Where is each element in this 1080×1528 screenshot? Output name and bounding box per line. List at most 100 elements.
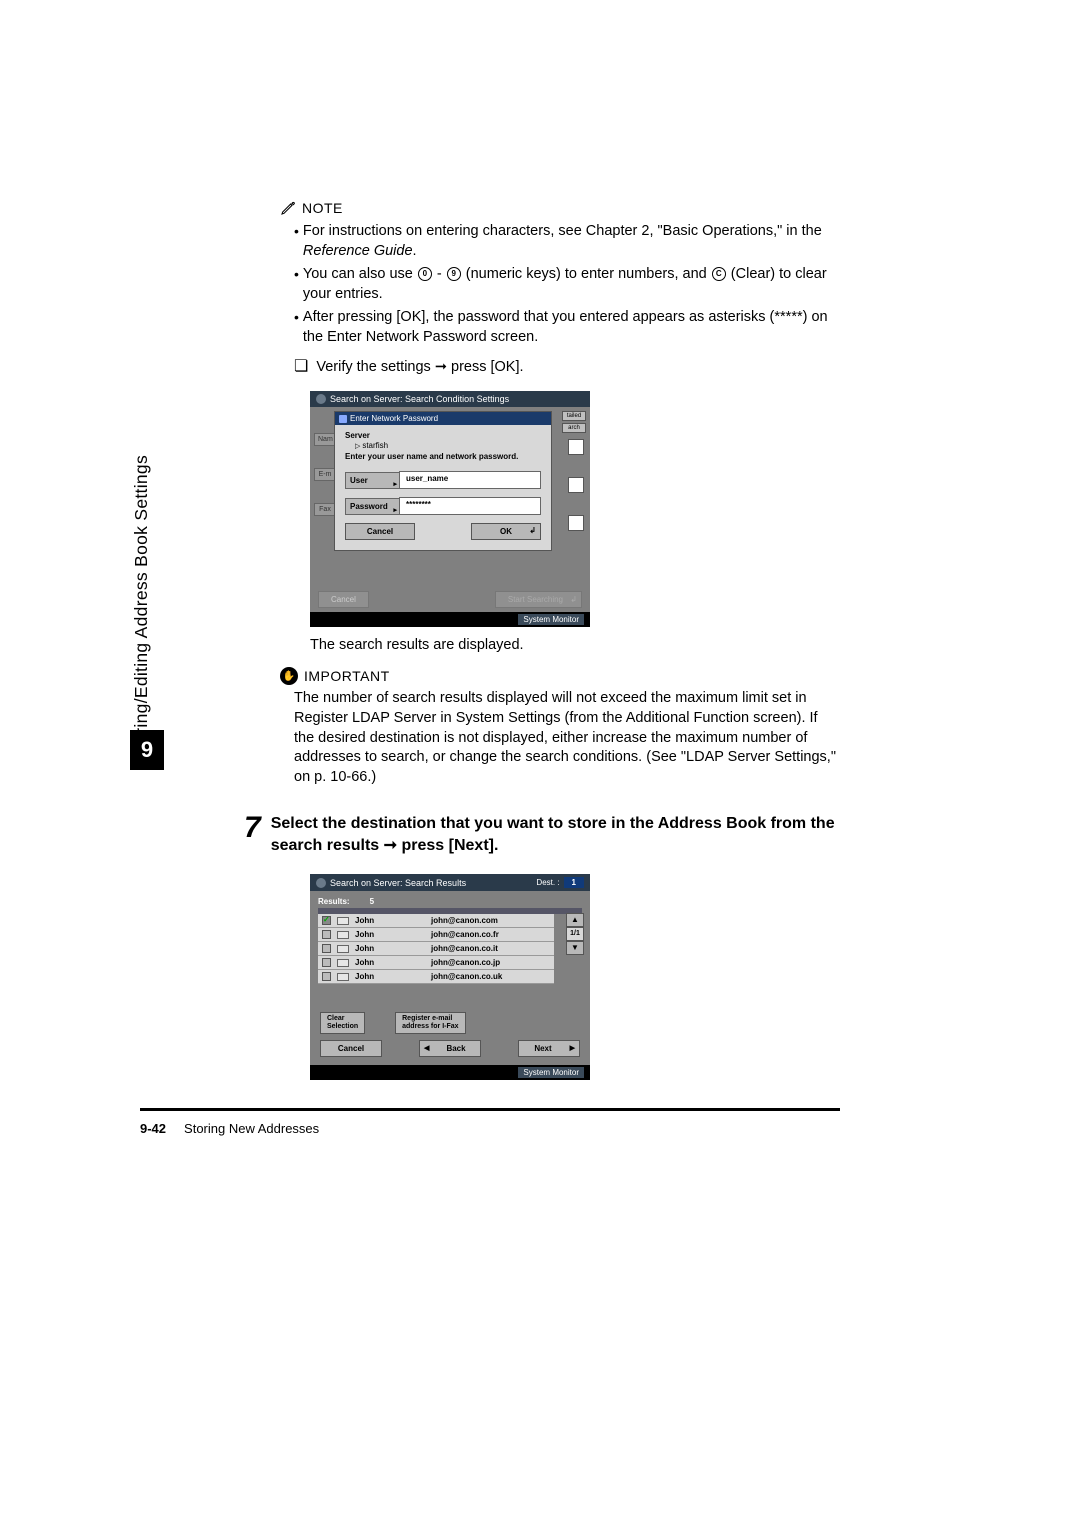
scroll-up-button[interactable]: ▲: [566, 913, 584, 927]
dialog-title-text: Enter Network Password: [350, 414, 438, 423]
important-label: IMPORTANT: [304, 668, 390, 684]
dialog-titlebar: Enter Network Password: [335, 412, 551, 425]
page-footer: 9-42 Storing New Addresses: [140, 1121, 840, 1136]
note-item: • You can also use 0 - 9 (numeric keys) …: [294, 265, 840, 304]
ss1-body: Nam E-m Fax tailed arch Enter Network Pa…: [310, 407, 590, 587]
next-button[interactable]: Next: [518, 1040, 580, 1057]
verify-text: Verify the settings ➞ press [OK].: [316, 359, 523, 375]
ss1-title: Search on Server: Search Condition Setti…: [330, 394, 509, 404]
row-checkbox[interactable]: [322, 930, 331, 939]
screenshot-search-results: Search on Server: Search Results Dest. :…: [310, 874, 590, 1079]
note-item: • After pressing [OK], the password that…: [294, 308, 840, 347]
row-checkbox[interactable]: [322, 972, 331, 981]
bullet: •: [294, 308, 299, 327]
row-name: John: [355, 930, 425, 939]
send-icon: [316, 878, 326, 888]
caption-1: The search results are displayed.: [310, 637, 840, 653]
system-monitor-bar: System Monitor: [310, 612, 590, 627]
register-ifax-button[interactable]: Register e-mail address for I-Fax: [395, 1012, 465, 1033]
ok-button[interactable]: OK: [471, 523, 541, 540]
password-dialog: Enter Network Password Server starfish E…: [334, 411, 552, 551]
row-checkbox[interactable]: [322, 916, 331, 925]
ss1-side-labels: Nam E-m Fax: [314, 433, 336, 538]
ss1-side-right: tailed arch: [562, 411, 586, 435]
result-row[interactable]: John john@canon.com: [318, 914, 554, 928]
result-row[interactable]: John john@canon.co.jp: [318, 956, 554, 970]
ss2-titlebar: Search on Server: Search Results Dest. :…: [310, 874, 590, 891]
bullet: •: [294, 222, 299, 241]
pencil-icon: [280, 200, 296, 216]
dest-label: Dest. :: [536, 878, 559, 887]
envelope-icon: [337, 917, 349, 925]
password-field-row: Password ********: [345, 497, 541, 515]
ss2-body: Results: 5 Johnjohn@canon.comJohnjohn@ca…: [310, 891, 590, 1064]
main-content: NOTE • For instructions on entering char…: [280, 200, 840, 1136]
dialog-body: Server starfish Enter your user name and…: [335, 425, 551, 550]
note-text: For instructions on entering characters,…: [303, 222, 840, 261]
key-0-icon: 0: [418, 267, 432, 281]
envelope-icon: [337, 945, 349, 953]
row-email: john@canon.com: [431, 916, 550, 925]
row-checkbox[interactable]: [322, 958, 331, 967]
bottom-cancel-button[interactable]: Cancel: [318, 591, 369, 608]
row-name: John: [355, 916, 425, 925]
password-label-button[interactable]: Password: [345, 498, 399, 515]
envelope-icon: [337, 931, 349, 939]
side-label: Fax: [314, 503, 336, 516]
clear-selection-button[interactable]: Clear Selection: [320, 1012, 365, 1033]
side-label: E-m: [314, 468, 336, 481]
verify-step: ❏ Verify the settings ➞ press [OK].: [294, 359, 840, 375]
results-list: Johnjohn@canon.comJohnjohn@canon.co.frJo…: [318, 914, 554, 984]
row-email: john@canon.co.it: [431, 944, 550, 953]
start-searching-button[interactable]: Start Searching: [495, 591, 582, 608]
user-field-row: User user_name: [345, 471, 541, 489]
checkbox-icon: ❏: [294, 359, 308, 375]
ss2-title: Search on Server: Search Results: [330, 878, 466, 888]
password-input[interactable]: ********: [399, 497, 541, 515]
hand-icon: ✋: [280, 667, 298, 685]
cancel-button[interactable]: Cancel: [320, 1040, 382, 1057]
system-monitor-bar: System Monitor: [310, 1065, 590, 1080]
result-row[interactable]: John john@canon.co.uk: [318, 970, 554, 984]
step-text: Select the destination that you want to …: [271, 813, 840, 856]
dialog-buttons: Cancel OK: [345, 523, 541, 540]
row-name: John: [355, 972, 425, 981]
note-item: • For instructions on entering character…: [294, 222, 840, 261]
note-list: • For instructions on entering character…: [294, 222, 840, 347]
key-c-icon: C: [712, 267, 726, 281]
results-label: Results:: [318, 897, 350, 906]
result-row[interactable]: Johnjohn@canon.co.it: [318, 942, 554, 956]
scroll-down-button[interactable]: ▼: [566, 941, 584, 955]
send-icon: [316, 394, 326, 404]
row-name: John: [355, 958, 425, 967]
back-button[interactable]: Back: [419, 1040, 481, 1057]
user-label-button[interactable]: User: [345, 472, 399, 489]
important-body: The number of search results displayed w…: [294, 689, 840, 787]
envelope-icon: [337, 959, 349, 967]
chapter-badge: 9: [130, 730, 164, 770]
system-monitor-button[interactable]: System Monitor: [518, 1067, 584, 1078]
side-check: [568, 439, 584, 455]
row-email: john@canon.co.uk: [431, 972, 550, 981]
user-input[interactable]: user_name: [399, 471, 541, 489]
side-check: [568, 515, 584, 531]
row-email: john@canon.co.fr: [431, 930, 550, 939]
dialog-icon: [339, 415, 347, 423]
note-text: After pressing [OK], the password that y…: [303, 308, 840, 347]
step-number: 7: [244, 813, 261, 843]
nav-row: Cancel Back Next: [318, 1040, 582, 1061]
note-header: NOTE: [280, 200, 840, 216]
result-row[interactable]: John john@canon.co.fr: [318, 928, 554, 942]
server-name: starfish: [355, 441, 541, 450]
row-checkbox[interactable]: [322, 944, 331, 953]
page-indicator: 1/1: [566, 927, 584, 941]
screenshot-enter-password: Search on Server: Search Condition Setti…: [310, 391, 590, 627]
page-number: 9-42: [140, 1121, 166, 1136]
cancel-button[interactable]: Cancel: [345, 523, 415, 540]
note-text: You can also use 0 - 9 (numeric keys) to…: [303, 265, 840, 304]
dest-counter: Dest. : 1: [536, 877, 584, 888]
system-monitor-button[interactable]: System Monitor: [518, 614, 584, 625]
row-email: john@canon.co.jp: [431, 958, 550, 967]
dest-count: 1: [564, 877, 584, 888]
page-divider: [140, 1108, 840, 1111]
